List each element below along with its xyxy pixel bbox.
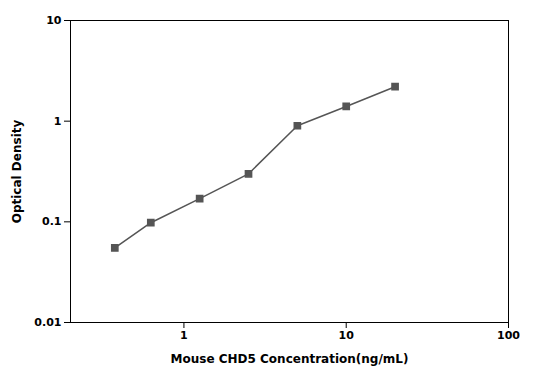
svg-text:10: 10 [339, 329, 355, 342]
svg-text:10: 10 [46, 14, 62, 27]
svg-text:0.01: 0.01 [34, 316, 61, 329]
svg-text:100: 100 [497, 329, 520, 342]
svg-text:1: 1 [54, 115, 62, 128]
svg-text:1: 1 [180, 329, 188, 342]
svg-text:0.1: 0.1 [42, 215, 62, 228]
svg-text:Optical Density: Optical Density [10, 120, 24, 224]
svg-text:Mouse CHD5 Concentration(ng/mL: Mouse CHD5 Concentration(ng/mL) [171, 352, 409, 366]
